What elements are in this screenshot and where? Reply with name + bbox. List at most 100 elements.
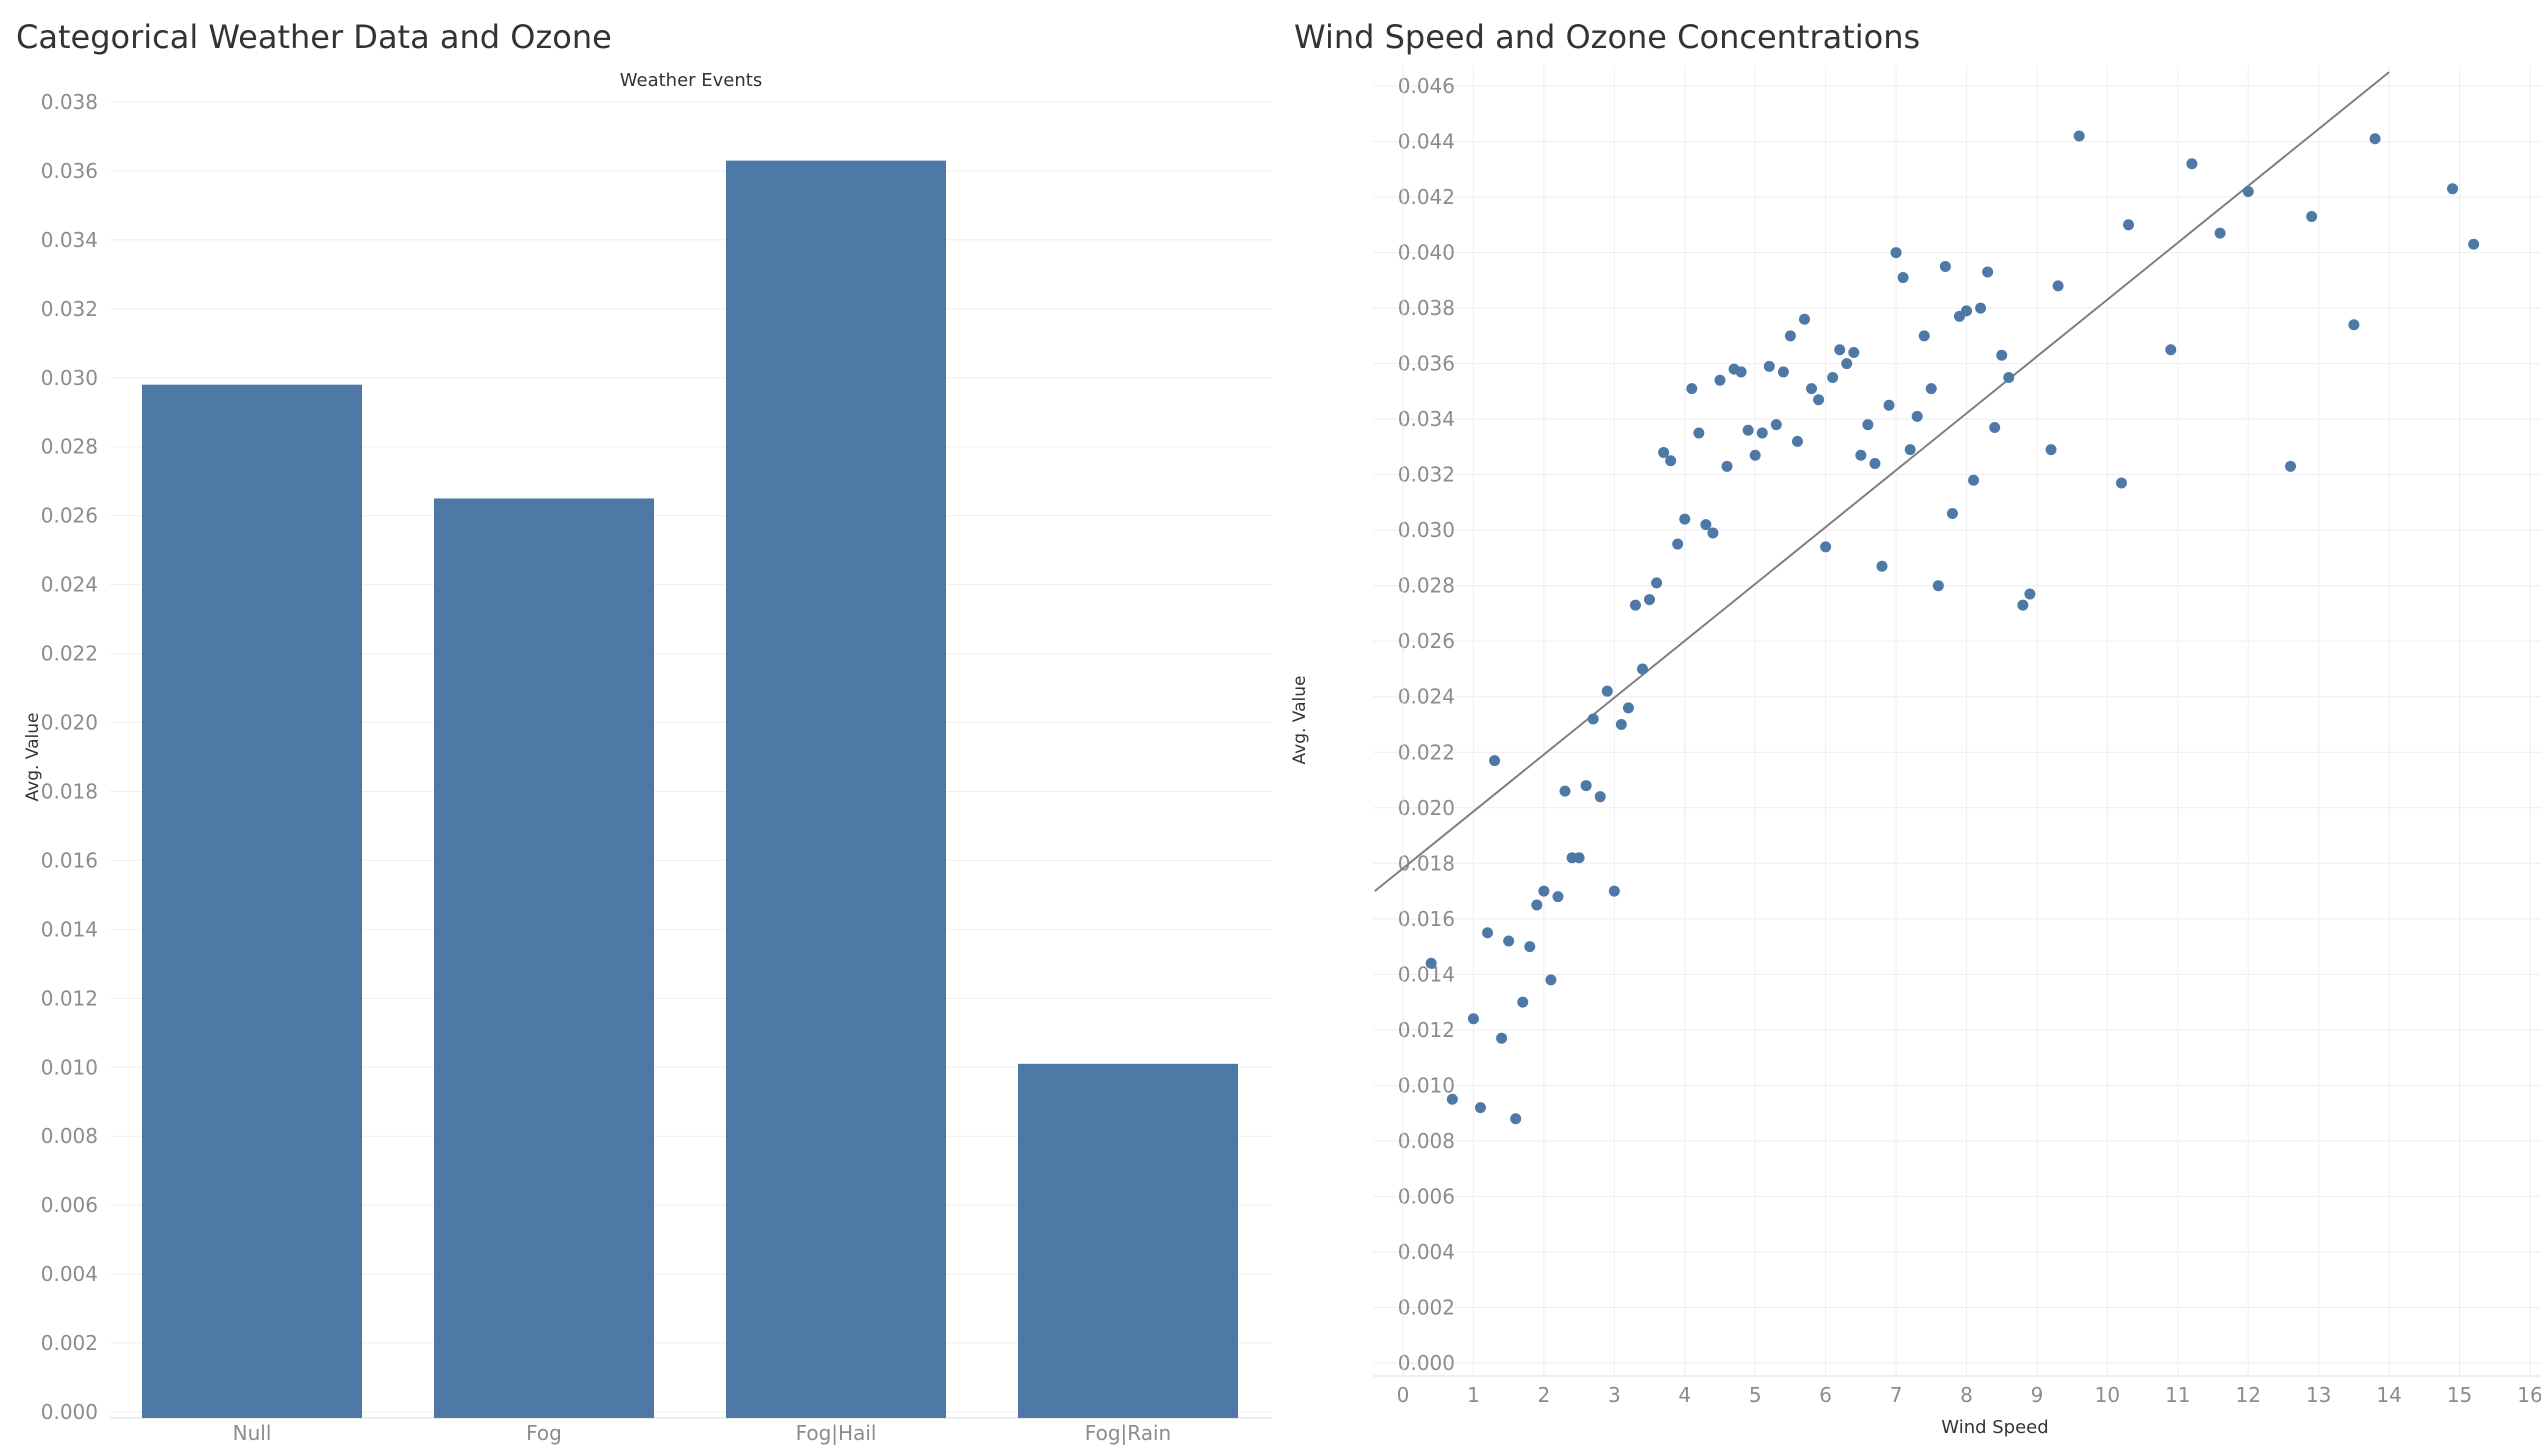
scatter-x-tick-label: 10 — [2095, 1383, 2120, 1407]
scatter-point — [1615, 719, 1627, 730]
scatter-point — [1721, 460, 1733, 472]
scatter-point — [1784, 330, 1796, 342]
scatter-point — [1559, 785, 1571, 797]
scatter-point — [1890, 247, 1902, 259]
bar-x-tick-label: Fog|Rain — [1085, 1421, 1171, 1445]
bar-y-tick-label: 0.036 — [41, 159, 98, 183]
scatter-y-tick-label: 0.008 — [1398, 1129, 1455, 1153]
scatter-point — [1482, 927, 1494, 939]
scatter-point — [1862, 419, 1874, 431]
scatter-y-tick-label: 0.014 — [1398, 962, 1455, 986]
scatter-x-tick-label: 9 — [2031, 1383, 2044, 1407]
scatter-point — [1911, 410, 1923, 422]
scatter-x-tick-label: 13 — [2306, 1383, 2331, 1407]
scatter-y-tick-label: 0.004 — [1398, 1240, 1455, 1264]
scatter-y-tick-label: 0.036 — [1398, 352, 1455, 376]
scatter-point — [2369, 133, 2381, 145]
scatter-point — [1791, 435, 1803, 447]
scatter-y-tick-label: 0.032 — [1398, 463, 1455, 487]
scatter-point — [1644, 594, 1656, 606]
scatter-y-tick-label: 0.034 — [1398, 407, 1455, 431]
scatter-y-tick-label: 0.000 — [1398, 1351, 1455, 1375]
scatter-point — [2165, 344, 2177, 356]
scatter-point — [2045, 444, 2057, 456]
scatter-point — [2115, 477, 2127, 489]
bar-y-tick-label: 0.018 — [41, 779, 98, 803]
scatter-y-tick-label: 0.018 — [1398, 851, 1455, 875]
scatter-point — [1503, 935, 1515, 947]
bar — [1018, 1063, 1238, 1418]
scatter-point — [1939, 260, 1951, 272]
scatter-point — [1686, 383, 1698, 395]
scatter-point — [1968, 474, 1980, 486]
scatter-point — [1580, 780, 1592, 792]
bar-y-tick-label: 0.022 — [41, 642, 98, 666]
scatter-point — [1496, 1032, 1508, 1044]
bar-chart-panel: Categorical Weather Data and Ozone 0.000… — [16, 18, 1272, 1445]
scatter-x-tick-label: 8 — [1960, 1383, 1973, 1407]
scatter-chart-title: Wind Speed and Ozone Concentrations — [1294, 18, 1921, 56]
scatter-y-tick-label: 0.042 — [1398, 185, 1455, 209]
bar-y-tick-label: 0.020 — [41, 711, 98, 735]
scatter-point — [1707, 527, 1719, 539]
scatter-point — [1756, 427, 1768, 439]
scatter-x-tick-label: 14 — [2376, 1383, 2401, 1407]
scatter-y-tick-label: 0.030 — [1398, 518, 1455, 542]
scatter-point — [1820, 541, 1832, 553]
scatter-point — [1806, 383, 1818, 395]
scatter-point — [1665, 455, 1677, 467]
scatter-point — [1770, 419, 1782, 431]
scatter-y-tick-label: 0.012 — [1398, 1018, 1455, 1042]
scatter-x-tick-label: 1 — [1467, 1383, 1480, 1407]
bar-chart-svg: 0.000 0.002 0.004 0.006 0.008 0.010 0.012 0.014… — [23, 70, 1272, 1445]
bar-y-tick-label: 0.004 — [41, 1262, 98, 1286]
scatter-point — [1777, 366, 1789, 378]
scatter-point — [1552, 891, 1564, 903]
bar — [434, 498, 654, 1418]
scatter-point — [1961, 305, 1972, 317]
scatter-point — [1834, 344, 1846, 356]
scatter-point — [1467, 1013, 1479, 1025]
scatter-point — [1925, 383, 1937, 395]
scatter-point — [1714, 374, 1726, 386]
scatter-point — [1474, 1102, 1486, 1114]
scatter-trend-line — [1374, 71, 2390, 892]
scatter-y-tick-label: 0.026 — [1398, 629, 1455, 653]
scatter-y-tick-label: 0.040 — [1398, 241, 1455, 265]
scatter-y-tick-label: 0.006 — [1398, 1184, 1455, 1208]
scatter-x-tick-label: 3 — [1608, 1383, 1621, 1407]
scatter-point — [1855, 449, 1867, 461]
scatter-point — [2017, 599, 2029, 611]
scatter-point — [1672, 538, 1684, 550]
scatter-point — [1798, 313, 1810, 325]
bar-chart-title: Categorical Weather Data and Ozone — [16, 18, 612, 56]
scatter-y-tick-label: 0.044 — [1398, 130, 1455, 154]
scatter-point — [1601, 685, 1613, 697]
bar-y-tick-label: 0.030 — [41, 366, 98, 390]
scatter-point — [2348, 319, 2360, 331]
bar-y-tick-label: 0.008 — [41, 1124, 98, 1148]
bar-y-tick-label: 0.000 — [41, 1400, 98, 1424]
scatter-point — [1425, 957, 1437, 969]
scatter-point — [1693, 427, 1705, 439]
scatter-x-tick-label: 0 — [1397, 1383, 1410, 1407]
scatter-point — [1735, 366, 1747, 378]
bar-x-tick-label: Fog — [526, 1421, 562, 1445]
scatter-x-tick-label: 5 — [1749, 1383, 1762, 1407]
scatter-x-tick-label: 11 — [2165, 1383, 2190, 1407]
scatter-point — [1629, 599, 1641, 611]
scatter-point — [2186, 158, 2198, 170]
scatter-point — [1989, 421, 2001, 433]
bar-y-tick-label: 0.006 — [41, 1193, 98, 1217]
scatter-point — [1545, 974, 1557, 986]
scatter-point — [1876, 560, 1888, 572]
scatter-point — [2024, 588, 2036, 600]
scatter-x-tick-label: 6 — [1819, 1383, 1832, 1407]
scatter-point — [1982, 266, 1994, 278]
bar-y-tick-label: 0.002 — [41, 1331, 98, 1355]
scatter-x-tick-label: 2 — [1538, 1383, 1551, 1407]
scatter-x-tick-label: 12 — [2236, 1383, 2261, 1407]
scatter-y-tick-label: 0.020 — [1398, 796, 1455, 820]
scatter-y-tick-label: 0.022 — [1398, 740, 1455, 764]
scatter-point — [1897, 272, 1909, 284]
